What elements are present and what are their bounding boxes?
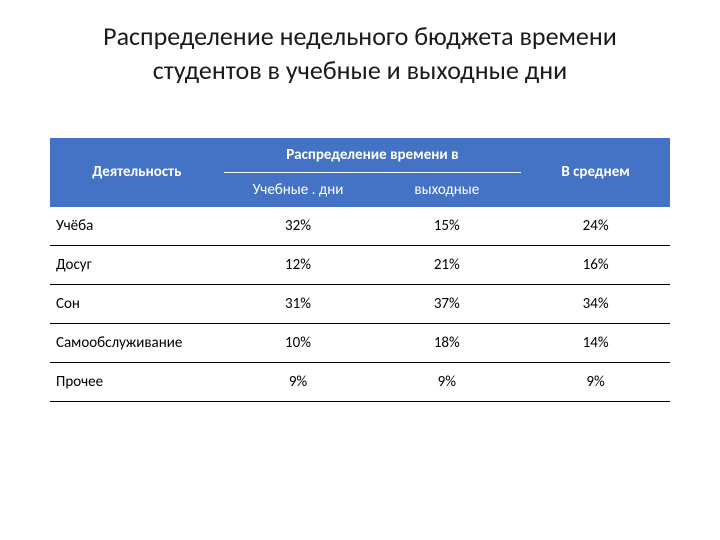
col-header-study-days: Учебные . дни: [224, 172, 373, 207]
cell-weekend: 37%: [372, 284, 521, 323]
cell-avg: 9%: [521, 362, 670, 401]
cell-study: 32%: [224, 207, 373, 246]
header-row-1: Деятельность Распределение времени в В с…: [50, 138, 670, 173]
cell-weekend: 15%: [372, 207, 521, 246]
cell-study: 9%: [224, 362, 373, 401]
col-header-weekend: выходные: [372, 172, 521, 207]
table-row: Прочее 9% 9% 9%: [50, 362, 670, 401]
cell-activity: Досуг: [50, 245, 224, 284]
cell-weekend: 18%: [372, 323, 521, 362]
cell-avg: 24%: [521, 207, 670, 246]
table-row: Досуг 12% 21% 16%: [50, 245, 670, 284]
table-header: Деятельность Распределение времени в В с…: [50, 138, 670, 207]
cell-weekend: 21%: [372, 245, 521, 284]
col-header-average: В среднем: [521, 138, 670, 207]
table-row: Учёба 32% 15% 24%: [50, 207, 670, 246]
table-row: Сон 31% 37% 34%: [50, 284, 670, 323]
cell-activity: Учёба: [50, 207, 224, 246]
cell-avg: 16%: [521, 245, 670, 284]
cell-weekend: 9%: [372, 362, 521, 401]
cell-activity: Сон: [50, 284, 224, 323]
cell-activity: Прочее: [50, 362, 224, 401]
slide-content: Распределение недельного бюджета времени…: [0, 0, 720, 422]
cell-activity: Самообслуживание: [50, 323, 224, 362]
cell-study: 10%: [224, 323, 373, 362]
cell-avg: 34%: [521, 284, 670, 323]
cell-study: 12%: [224, 245, 373, 284]
col-header-distribution: Распределение времени в: [224, 138, 522, 173]
table-row: Самообслуживание 10% 18% 14%: [50, 323, 670, 362]
time-budget-table: Деятельность Распределение времени в В с…: [50, 138, 670, 402]
table-body: Учёба 32% 15% 24% Досуг 12% 21% 16% Сон …: [50, 207, 670, 402]
cell-study: 31%: [224, 284, 373, 323]
col-header-activity: Деятельность: [50, 138, 224, 207]
slide-title: Распределение недельного бюджета времени…: [50, 20, 670, 88]
cell-avg: 14%: [521, 323, 670, 362]
